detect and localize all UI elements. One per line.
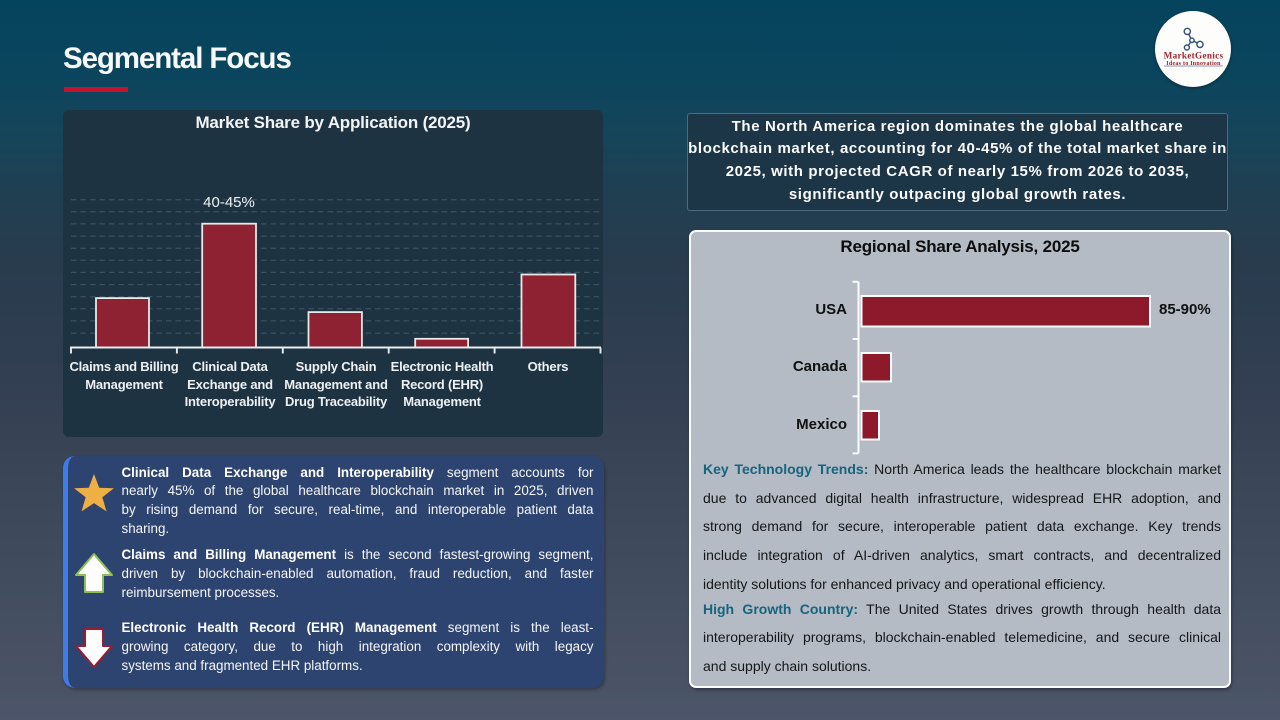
svg-text:Ideas to Innovation: Ideas to Innovation	[1166, 61, 1221, 67]
svg-text:MarketGenics: MarketGenics	[1164, 50, 1224, 60]
